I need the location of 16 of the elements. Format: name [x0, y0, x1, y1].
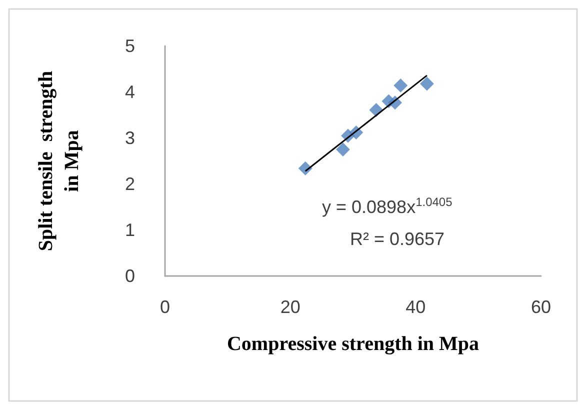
- y-tick-label: 1: [124, 220, 135, 240]
- y-tick-label: 0: [124, 266, 135, 286]
- x-tick-label: 20: [280, 297, 300, 317]
- point: [336, 142, 350, 156]
- x-axis-title: Compressive strength in Mpa: [226, 333, 480, 355]
- x-tick-label: 60: [530, 297, 552, 317]
- x-tick-label: 0: [160, 297, 170, 317]
- point: [394, 78, 408, 93]
- y-tick-label: 2: [124, 174, 135, 194]
- x-tick-label: 40: [406, 297, 426, 317]
- y-tick-label: 5: [124, 36, 135, 56]
- y-tick-label: 4: [124, 82, 135, 102]
- point: [420, 76, 434, 91]
- y-tick-label: 3: [124, 128, 135, 148]
- annotation: R² = 0.9657: [350, 229, 445, 249]
- y-axis-title: Split tensile strength in Mpa: [35, 70, 83, 252]
